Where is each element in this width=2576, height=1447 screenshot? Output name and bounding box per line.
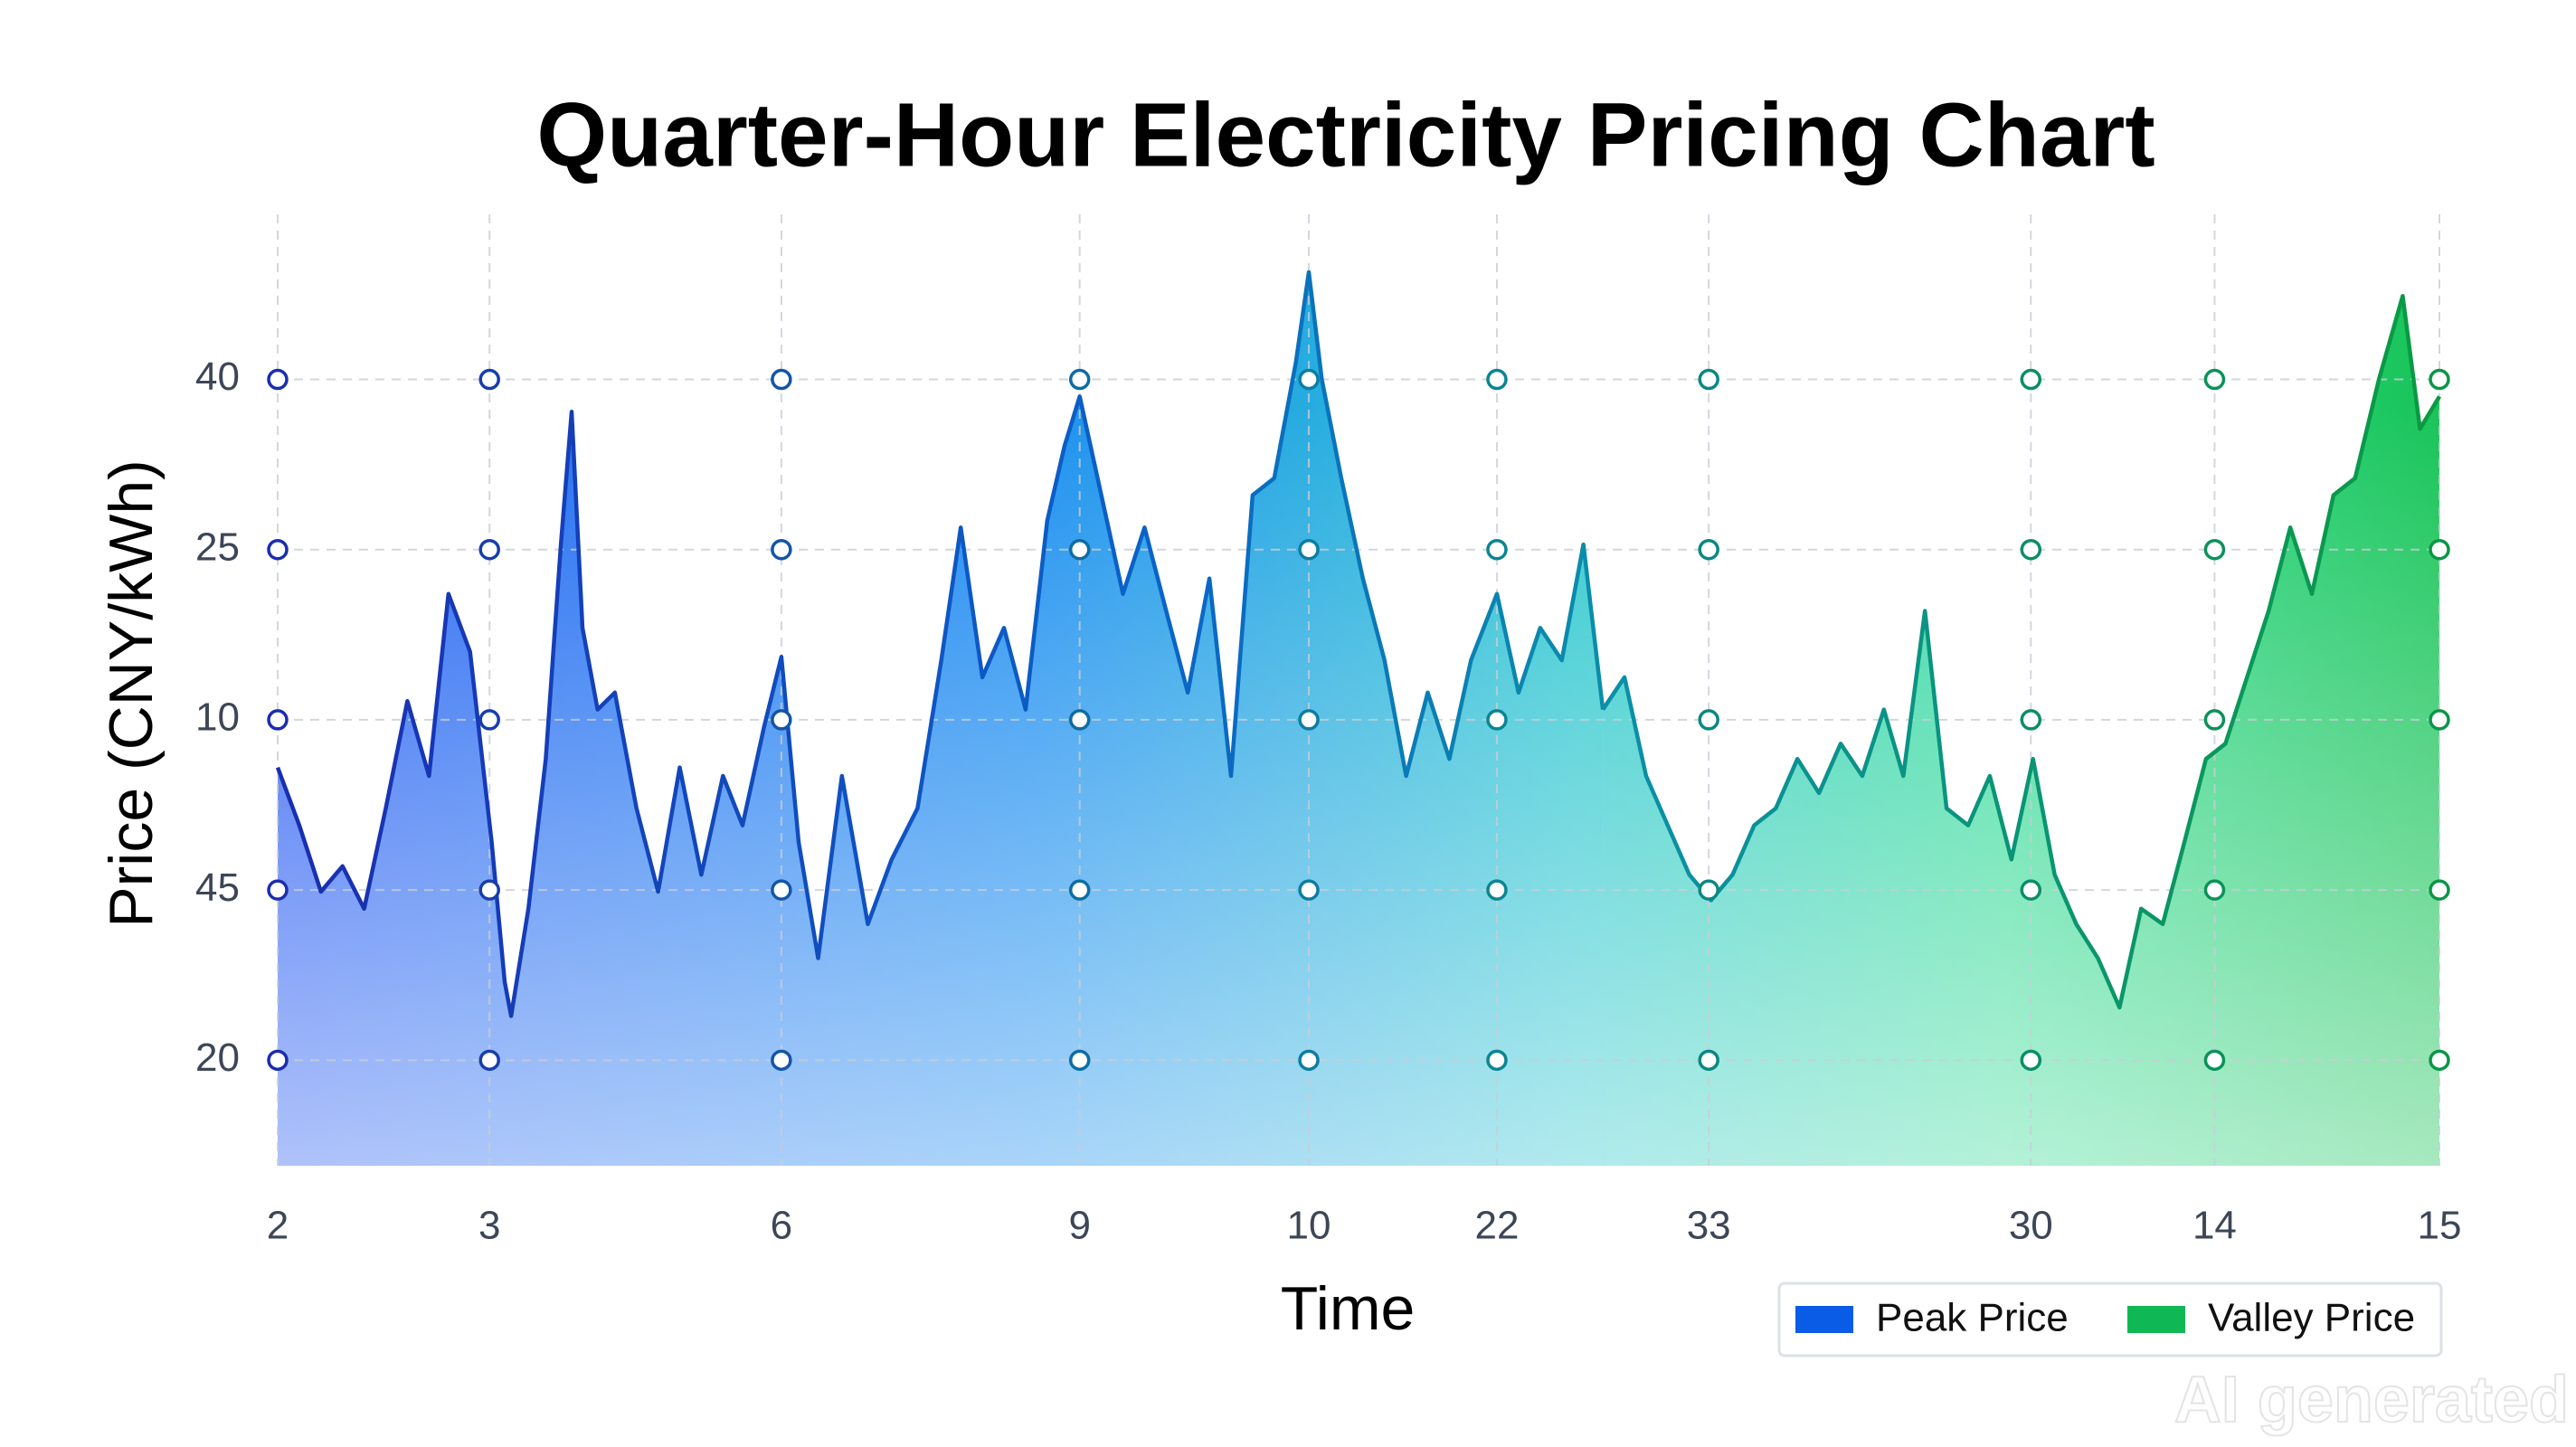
grid-node bbox=[267, 1049, 289, 1072]
y-axis-label: Price (CNY/kWh) bbox=[97, 459, 166, 928]
grid-node bbox=[1486, 368, 1508, 391]
grid-node bbox=[478, 368, 500, 391]
grid-node bbox=[771, 709, 792, 731]
grid-node bbox=[1068, 538, 1091, 561]
grid-node bbox=[1486, 879, 1508, 901]
grid-node bbox=[478, 879, 500, 901]
legend-swatch bbox=[2127, 1306, 2185, 1333]
x-tick-label: 33 bbox=[1687, 1204, 1731, 1248]
grid-node bbox=[2020, 368, 2042, 391]
x-tick-label: 2 bbox=[267, 1204, 289, 1248]
grid-node bbox=[2203, 879, 2226, 901]
grid-node bbox=[1298, 879, 1320, 901]
grid-node bbox=[2203, 538, 2226, 561]
watermark: AI generated bbox=[2174, 1364, 2569, 1436]
grid-node bbox=[2429, 879, 2450, 901]
grid-node bbox=[771, 368, 792, 391]
plot-area: 2 3 6 9 10 22 33 30 14 15 20 45 10 25 40 bbox=[195, 214, 2461, 1248]
grid-node bbox=[1298, 538, 1320, 561]
grid-node bbox=[1486, 538, 1508, 561]
grid-node bbox=[1068, 709, 1091, 731]
grid-node bbox=[267, 368, 289, 391]
grid-node bbox=[2429, 1049, 2450, 1072]
grid-node bbox=[1698, 368, 1719, 391]
grid-node bbox=[1698, 879, 1719, 901]
grid-node bbox=[1698, 709, 1719, 731]
x-tick-label: 30 bbox=[2009, 1204, 2053, 1248]
grid-node bbox=[2429, 538, 2450, 561]
grid-node bbox=[771, 538, 792, 561]
grid-node bbox=[2203, 709, 2226, 731]
grid-node bbox=[2020, 1049, 2042, 1072]
grid-node bbox=[771, 1049, 792, 1072]
price-line bbox=[1601, 294, 2441, 1010]
y-tick-label: 25 bbox=[195, 525, 240, 569]
grid-node bbox=[2203, 1049, 2226, 1072]
grid-node bbox=[1068, 1049, 1091, 1072]
grid-node bbox=[2203, 368, 2226, 391]
y-tick-label: 10 bbox=[195, 695, 240, 740]
grid-node bbox=[2020, 709, 2042, 731]
legend: Peak Price Valley Price bbox=[1795, 1296, 2415, 1340]
grid-node bbox=[1068, 879, 1091, 901]
area-shade bbox=[278, 272, 1604, 1166]
y-tick-label: 45 bbox=[195, 865, 240, 910]
grid-node bbox=[267, 709, 289, 731]
x-tick-label: 3 bbox=[478, 1204, 500, 1248]
x-tick-label: 9 bbox=[1068, 1204, 1090, 1248]
grid-node bbox=[2020, 538, 2042, 561]
legend-box bbox=[1777, 1281, 2443, 1357]
y-tick-label: 40 bbox=[195, 355, 240, 399]
x-tick-label: 14 bbox=[2192, 1204, 2237, 1248]
legend-swatch bbox=[1795, 1306, 1853, 1333]
grid-node bbox=[478, 1049, 500, 1072]
grid-node bbox=[2020, 879, 2042, 901]
x-tick-label: 6 bbox=[771, 1204, 792, 1248]
grid-node bbox=[267, 879, 289, 901]
chart-title: Quarter-Hour Electricity Pricing Chart bbox=[536, 84, 2155, 185]
grid-node bbox=[1698, 538, 1719, 561]
grid-node bbox=[1298, 368, 1320, 391]
x-tick-label: 10 bbox=[1287, 1204, 1331, 1248]
x-tick-label: 22 bbox=[1474, 1204, 1519, 1248]
x-axis-label: Time bbox=[1281, 1274, 1416, 1343]
grid-node bbox=[267, 538, 289, 561]
grid-node bbox=[478, 709, 500, 731]
legend-label: Peak Price bbox=[1876, 1296, 2069, 1340]
grid-node bbox=[1298, 709, 1320, 731]
grid-node bbox=[2429, 368, 2450, 391]
y-tick-label: 20 bbox=[195, 1036, 240, 1080]
grid-node bbox=[1486, 709, 1508, 731]
x-tick-label: 15 bbox=[2418, 1204, 2462, 1248]
grid-node bbox=[1698, 1049, 1719, 1072]
grid-node bbox=[2429, 709, 2450, 731]
grid-node bbox=[771, 879, 792, 901]
area-shade bbox=[1603, 296, 2439, 1166]
grid-node bbox=[1486, 1049, 1508, 1072]
grid-node bbox=[478, 538, 500, 561]
price-line bbox=[275, 270, 1605, 1018]
legend-label: Valley Price bbox=[2208, 1296, 2415, 1340]
grid-node bbox=[1298, 1049, 1320, 1072]
grid-node bbox=[1068, 368, 1091, 391]
